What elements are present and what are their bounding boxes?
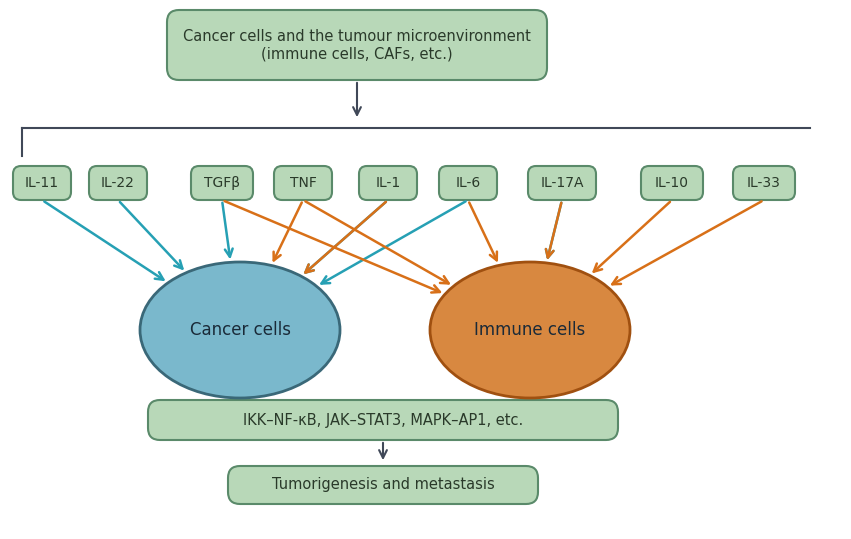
Text: IKK–NF-κB, JAK–STAT3, MAPK–AP1, etc.: IKK–NF-κB, JAK–STAT3, MAPK–AP1, etc. (243, 412, 523, 427)
Text: Tumorigenesis and metastasis: Tumorigenesis and metastasis (271, 478, 494, 493)
FancyBboxPatch shape (641, 166, 703, 200)
Text: Cancer cells and the tumour microenvironment
(immune cells, CAFs, etc.): Cancer cells and the tumour microenviron… (183, 29, 531, 61)
FancyBboxPatch shape (148, 400, 618, 440)
Text: IL-11: IL-11 (25, 176, 59, 190)
FancyBboxPatch shape (13, 166, 71, 200)
FancyBboxPatch shape (191, 166, 253, 200)
FancyBboxPatch shape (274, 166, 332, 200)
FancyBboxPatch shape (167, 10, 547, 80)
Ellipse shape (430, 262, 630, 398)
Text: Cancer cells: Cancer cells (190, 321, 290, 339)
Text: IL-33: IL-33 (747, 176, 781, 190)
Text: Immune cells: Immune cells (474, 321, 585, 339)
Ellipse shape (140, 262, 340, 398)
Text: IL-1: IL-1 (375, 176, 401, 190)
Text: IL-22: IL-22 (101, 176, 135, 190)
FancyBboxPatch shape (733, 166, 795, 200)
Text: IL-10: IL-10 (655, 176, 689, 190)
FancyBboxPatch shape (228, 466, 538, 504)
FancyBboxPatch shape (528, 166, 596, 200)
Text: IL-6: IL-6 (455, 176, 481, 190)
FancyBboxPatch shape (89, 166, 147, 200)
FancyBboxPatch shape (439, 166, 497, 200)
Text: TGFβ: TGFβ (204, 176, 240, 190)
Text: TNF: TNF (289, 176, 317, 190)
FancyBboxPatch shape (359, 166, 417, 200)
Text: IL-17A: IL-17A (540, 176, 584, 190)
